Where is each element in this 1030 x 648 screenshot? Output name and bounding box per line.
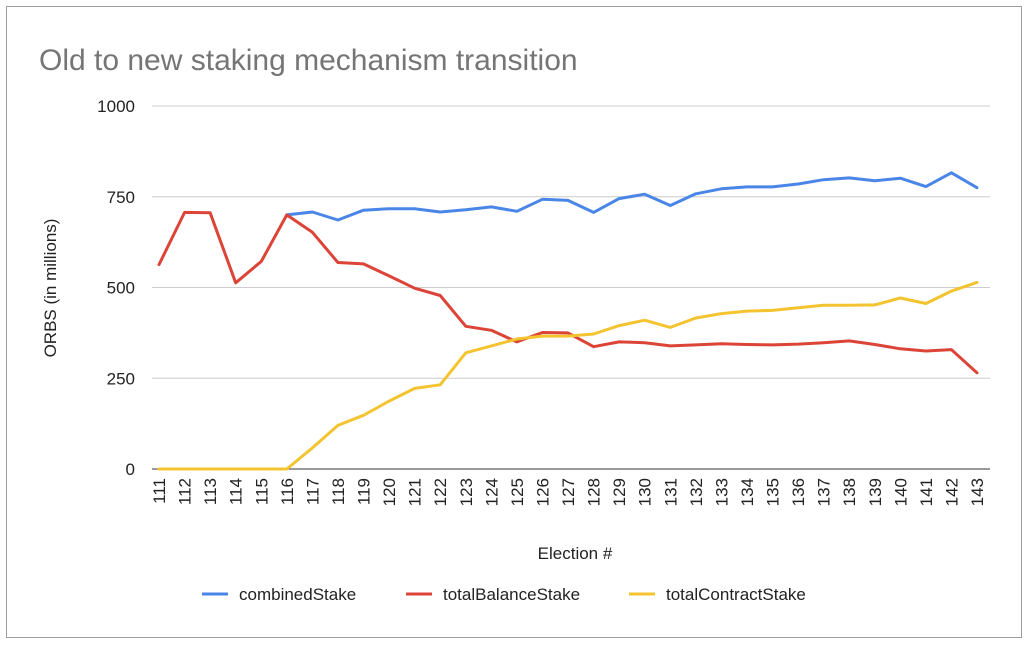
x-tick-label: 113 <box>201 478 220 505</box>
x-axis-ticks: 111 112 113 114 115 116 117 118 119 120 121 122 123 1… <box>150 478 987 506</box>
x-tick-label: 124 <box>482 478 501 506</box>
y-axis-label: ORBS (in millions) <box>41 219 60 358</box>
legend-label: totalContractStake <box>666 585 806 604</box>
series-line-combinedStake <box>285 171 979 222</box>
legend-label: combinedStake <box>239 585 356 604</box>
x-axis-label: Election # <box>538 544 613 563</box>
series-line-totalContractStake <box>157 280 979 471</box>
x-tick-label: 143 <box>968 478 987 506</box>
x-tick-label: 117 <box>303 478 322 505</box>
x-tick-label: 135 <box>764 478 783 506</box>
x-tick-label: 134 <box>738 478 757 506</box>
chart-frame: Old to new staking mechanism transition … <box>6 6 1022 638</box>
x-tick-label: 128 <box>585 478 604 506</box>
y-axis-ticks: 0 250 500 750 1000 <box>97 97 135 479</box>
x-tick-label: 138 <box>840 478 859 506</box>
legend: combinedStake totalBalanceStake totalContr… <box>202 585 806 604</box>
x-tick-label: 137 <box>815 478 834 506</box>
gridlines <box>152 105 990 470</box>
x-tick-label: 139 <box>866 478 885 506</box>
line-chart: Old to new staking mechanism transition … <box>39 44 990 604</box>
legend-item-combinedStake: combinedStake <box>202 585 356 604</box>
x-tick-label: 141 <box>917 478 936 506</box>
x-tick-label: 114 <box>227 478 246 505</box>
x-tick-label: 130 <box>636 478 655 506</box>
x-tick-label: 121 <box>406 478 425 506</box>
legend-item-totalContractStake: totalContractStake <box>629 585 806 604</box>
chart-title: Old to new staking mechanism transition <box>39 44 578 77</box>
series-lines <box>157 171 979 471</box>
x-tick-label: 127 <box>559 478 578 506</box>
y-tick-label: 0 <box>126 460 135 479</box>
x-tick-label: 142 <box>942 478 961 506</box>
legend-label: totalBalanceStake <box>443 585 580 604</box>
x-tick-label: 115 <box>252 478 271 505</box>
x-tick-label: 116 <box>278 478 297 505</box>
x-tick-label: 111 <box>150 478 169 504</box>
x-tick-label: 125 <box>508 478 527 506</box>
x-tick-label: 120 <box>380 478 399 506</box>
x-tick-label: 132 <box>687 478 706 506</box>
x-tick-label: 122 <box>431 478 450 506</box>
x-tick-label: 131 <box>661 478 680 506</box>
x-tick-label: 136 <box>789 478 808 506</box>
y-tick-label: 250 <box>107 369 135 388</box>
x-tick-label: 112 <box>176 478 195 505</box>
x-tick-label: 133 <box>712 478 731 506</box>
x-tick-label: 126 <box>533 478 552 506</box>
x-tick-label: 119 <box>355 478 374 505</box>
legend-item-totalBalanceStake: totalBalanceStake <box>406 585 580 604</box>
y-tick-label: 500 <box>107 279 135 298</box>
series-line-totalBalanceStake <box>157 210 979 375</box>
y-tick-label: 1000 <box>97 97 135 116</box>
x-tick-label: 140 <box>891 478 910 506</box>
y-tick-label: 750 <box>107 188 135 207</box>
x-tick-label: 123 <box>457 478 476 506</box>
x-tick-label: 118 <box>329 478 348 505</box>
x-tick-label: 129 <box>610 478 629 506</box>
